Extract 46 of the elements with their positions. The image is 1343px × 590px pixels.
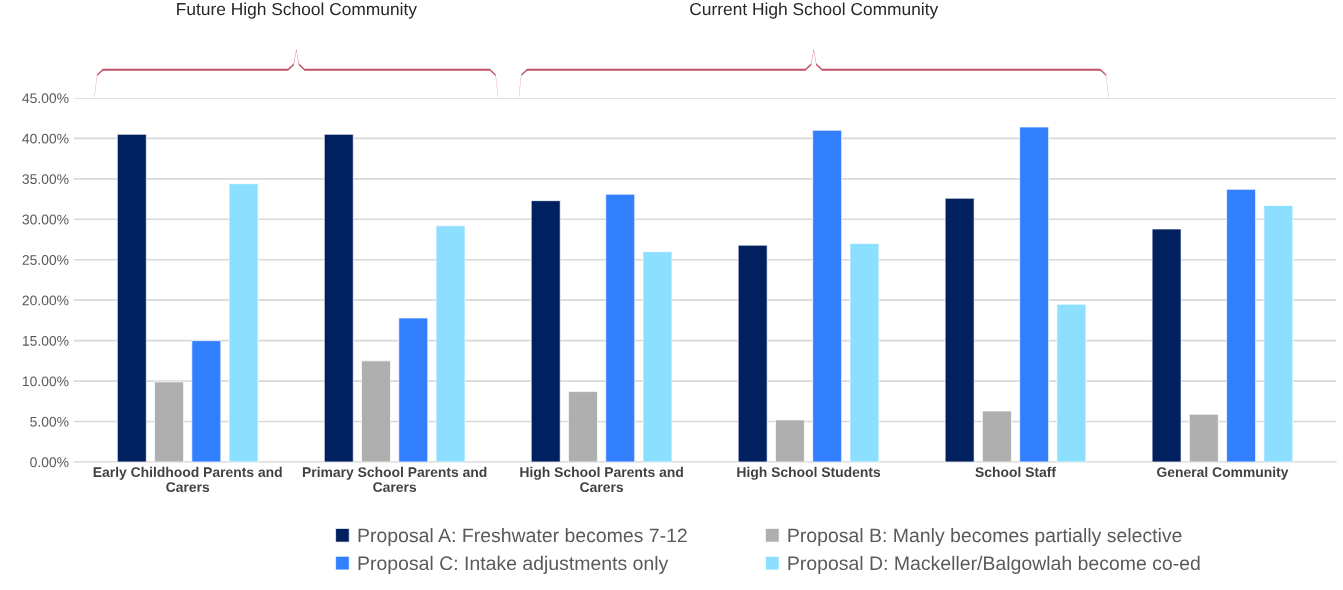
bar <box>944 197 975 462</box>
y-tick-label: 10.00% <box>22 376 69 387</box>
bar <box>568 391 598 462</box>
bar <box>323 133 354 462</box>
x-tick-label: Primary School Parents and Carers <box>302 466 487 492</box>
y-tick-label: 45.00% <box>22 93 69 104</box>
legend-label: Proposal A: Freshwater becomes 7-12 <box>358 527 687 547</box>
bar <box>116 133 147 462</box>
bar <box>1189 413 1219 462</box>
y-tick-label: 5.00% <box>30 416 69 427</box>
legend-label: Proposal C: Intake adjustments only <box>358 555 669 574</box>
bar <box>530 200 561 462</box>
bar <box>737 244 768 462</box>
bar <box>642 251 673 462</box>
y-tick-label: 25.00% <box>22 255 69 265</box>
x-tick-label: High School Students <box>737 466 881 480</box>
legend-label: Proposal B: Manly becomes partially selective <box>788 527 1182 547</box>
bar <box>398 317 429 462</box>
bar <box>361 360 391 462</box>
bar <box>1151 228 1182 462</box>
x-tick-label: School Staff <box>975 466 1057 478</box>
text: Current High School Community <box>690 2 939 19</box>
bar <box>1263 205 1294 462</box>
bar <box>435 225 466 462</box>
bar <box>982 410 1012 462</box>
y-tick-label: 40.00% <box>22 133 69 144</box>
x-tick-label: General Community <box>1157 466 1289 480</box>
bar <box>154 381 184 462</box>
bar <box>1019 126 1049 462</box>
y-tick-label: 0.00% <box>30 457 69 468</box>
bar <box>228 183 259 462</box>
y-tick-label: 30.00% <box>22 214 69 225</box>
text: Future High School Community <box>177 2 417 19</box>
x-tick-label: High School Parents and Carers <box>520 466 683 493</box>
bar <box>1056 303 1087 462</box>
y-tick-label: 20.00% <box>22 295 69 306</box>
bar <box>775 419 805 462</box>
x-tick-label: Early Childhood Parents and Carers <box>93 466 282 492</box>
legend-label: Proposal D: Mackeller/Balgowlah become co-ed <box>788 555 1200 574</box>
bar <box>1226 189 1256 462</box>
y-tick-label: 15.00% <box>22 335 69 346</box>
bar <box>605 193 636 462</box>
y-tick-label: 35.00% <box>22 174 69 184</box>
bar <box>191 340 222 462</box>
bar <box>812 129 843 462</box>
bar <box>849 243 880 462</box>
